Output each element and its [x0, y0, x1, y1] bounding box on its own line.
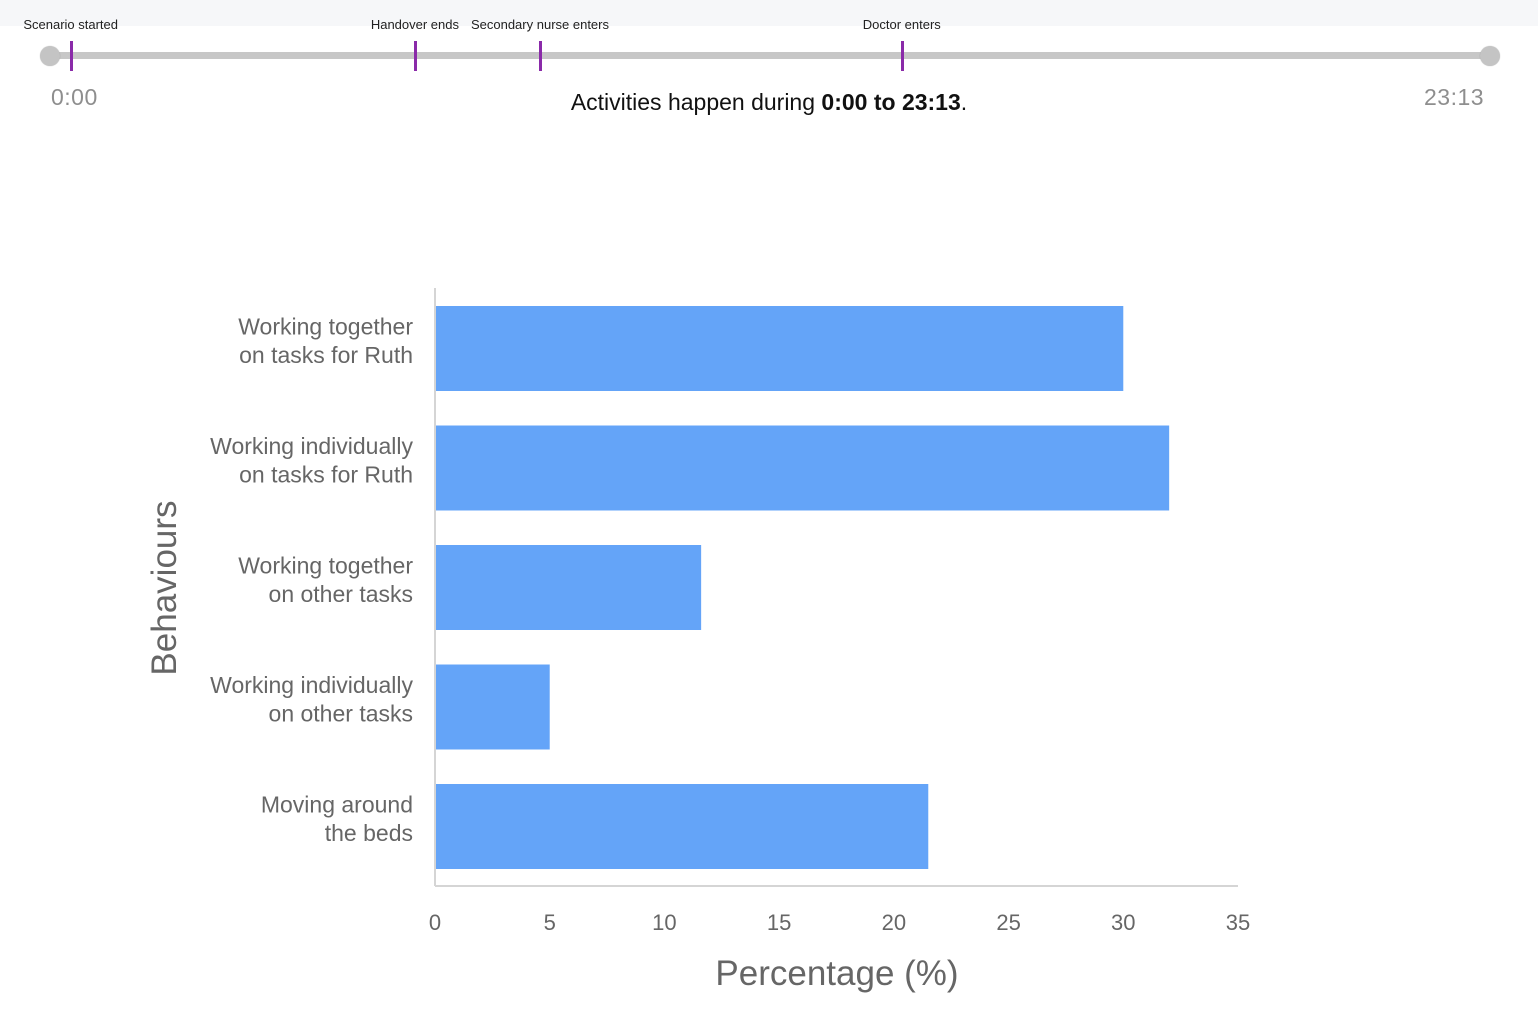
timeline-marker-line[interactable] [69, 41, 73, 71]
timeline-marker-label: Scenario started [23, 17, 119, 32]
timeline-marker-line[interactable] [900, 41, 904, 71]
x-tick-label: 35 [1226, 910, 1250, 935]
category-label: on other tasks [269, 581, 413, 607]
timeline-marker-line[interactable] [413, 41, 417, 71]
x-tick-label: 20 [882, 910, 906, 935]
bar [435, 545, 702, 630]
x-tick-labels: 0 5 10 15 20 25 30 35 [429, 910, 1250, 935]
category-label: on tasks for Ruth [239, 461, 413, 487]
category-label: Working individually [210, 672, 413, 698]
category-label: on tasks for Ruth [239, 342, 413, 368]
category-label: Working together [238, 313, 413, 339]
timeline-marker-line[interactable] [538, 41, 542, 71]
category-label: on other tasks [269, 700, 413, 726]
range-start-handle[interactable] [40, 46, 60, 66]
activity-range-text: Activities happen during 0:00 to 23:13. [0, 89, 1538, 116]
range-start-time: 0:00 [51, 84, 98, 110]
range-end-handle[interactable] [1480, 46, 1500, 66]
category-label: the beds [325, 820, 413, 846]
top-band [0, 0, 1538, 26]
x-tick-label: 5 [544, 910, 556, 935]
timeline-slider[interactable]: Scenario started Handover ends Secondary n… [0, 0, 1538, 130]
timeline-marker-label: Handover ends [370, 17, 459, 32]
range-text-suffix: . [960, 89, 968, 115]
timeline-marker-label: Doctor enters [862, 17, 941, 32]
range-text-range: 0:00 to 23:13 [821, 89, 961, 115]
x-tick-label: 10 [652, 910, 676, 935]
x-tick-label: 25 [996, 910, 1020, 935]
range-end-time: 23:13 [1424, 84, 1485, 110]
bar [435, 784, 929, 869]
x-axis-title: Percentage (%) [715, 954, 958, 993]
bar [435, 425, 1170, 511]
x-tick-label: 0 [429, 910, 441, 935]
category-label: Working together [238, 552, 413, 578]
x-tick-label: 30 [1111, 910, 1135, 935]
timeline-marker-label: Secondary nurse enters [470, 17, 609, 32]
range-text-prefix: Activities happen during [570, 89, 822, 115]
category-label: Working individually [210, 433, 413, 459]
chart-bars [435, 306, 1170, 869]
bar [435, 664, 550, 750]
category-label: Moving around [261, 791, 413, 817]
timeline-track[interactable] [50, 52, 1490, 59]
y-axis-title: Behaviours [145, 500, 184, 675]
x-tick-label: 15 [767, 910, 791, 935]
bar [435, 306, 1124, 391]
